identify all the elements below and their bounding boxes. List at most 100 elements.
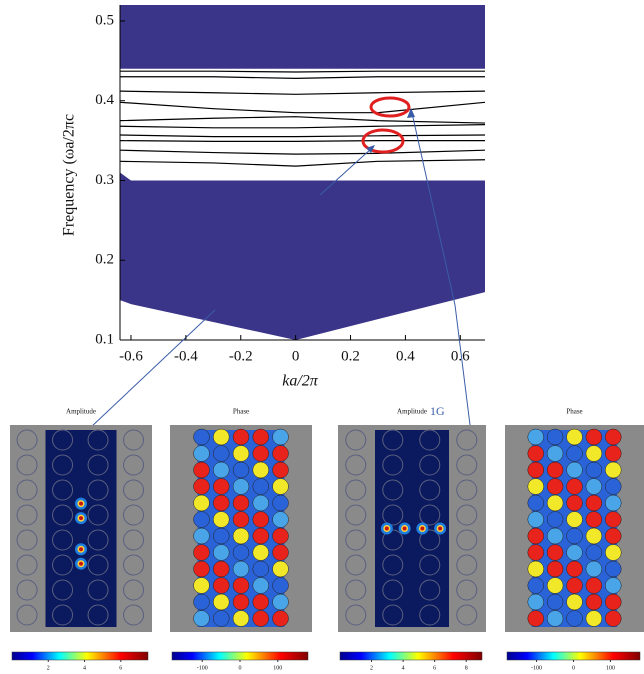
lattice-hole	[456, 529, 478, 551]
band-line	[120, 124, 485, 129]
lattice-hole	[419, 604, 441, 626]
phase-cell	[605, 577, 622, 594]
phase-cell	[252, 478, 269, 495]
phase-cell	[605, 511, 622, 528]
highlight-ring	[361, 128, 405, 154]
phase-cell	[252, 577, 269, 594]
colorbar-tick-label: 100	[606, 665, 615, 671]
phase-cell	[585, 511, 603, 528]
lattice-hole	[419, 479, 441, 501]
annotation: 1G	[430, 404, 445, 418]
field-spot	[384, 526, 389, 531]
lattice-hole	[419, 579, 441, 601]
field-spot	[402, 526, 407, 531]
phase-cell	[232, 610, 250, 627]
lattice-hole	[16, 479, 38, 501]
field-spot	[79, 501, 83, 506]
colorbar	[11, 651, 149, 661]
lattice-hole	[382, 429, 404, 451]
lattice-hole	[345, 529, 367, 551]
phase-cell	[527, 478, 544, 495]
phase-cell	[272, 593, 289, 611]
x-tick-label: 0	[292, 348, 300, 364]
lattice-hole	[16, 604, 38, 626]
phase-cell	[566, 428, 583, 446]
phase-cell	[193, 560, 210, 578]
phase-cell	[585, 560, 603, 578]
colorbar-tick-label: 6	[433, 665, 436, 671]
phase-cell	[546, 577, 564, 594]
phase-cell	[252, 445, 269, 462]
x-tick-label: 0.6	[451, 348, 470, 364]
lattice-hole	[52, 479, 74, 501]
phase-cell	[213, 511, 230, 528]
colorbar-tick-label: 8	[465, 665, 468, 671]
lattice-hole	[87, 504, 109, 526]
lattice-hole	[52, 454, 74, 476]
leader-line	[89, 309, 216, 429]
lattice-hole	[87, 479, 109, 501]
phase-cell	[605, 544, 622, 561]
phase-cell	[605, 610, 622, 627]
lattice-hole	[123, 429, 145, 451]
colorbar	[171, 651, 309, 661]
lattice-hole	[419, 454, 441, 476]
phase-cell	[546, 428, 564, 446]
lattice-hole	[419, 504, 441, 526]
band-line	[120, 76, 485, 79]
phase-cell	[213, 560, 230, 578]
phase-cell	[232, 593, 250, 611]
phase-cell	[546, 544, 564, 561]
lattice-hole	[382, 504, 404, 526]
lattice-hole	[345, 429, 367, 451]
band-line	[120, 70, 485, 73]
highlight-ring	[369, 96, 411, 118]
phase-cell	[527, 445, 544, 462]
lattice-hole	[16, 429, 38, 451]
phase-cell	[566, 511, 583, 528]
phase-cell	[272, 511, 289, 528]
lattice-hole	[52, 554, 74, 576]
lattice-hole	[345, 504, 367, 526]
lattice-hole	[419, 554, 441, 576]
phase-cell	[272, 610, 289, 627]
phase-cell	[252, 560, 269, 578]
phase-cell	[605, 428, 622, 446]
lattice-hole	[419, 429, 441, 451]
phase-cell	[272, 461, 289, 479]
phase-cell	[272, 478, 289, 495]
y-tick-label: 0.3	[95, 172, 114, 188]
phase-cell	[566, 577, 583, 594]
lattice-hole	[456, 554, 478, 576]
band-line	[120, 149, 485, 155]
lattice-hole	[52, 504, 74, 526]
lattice-hole	[419, 529, 441, 551]
phase-cell	[193, 610, 210, 627]
phase-cell	[566, 527, 583, 545]
lattice-hole	[345, 479, 367, 501]
field-spot	[420, 526, 425, 531]
lattice-hole	[52, 429, 74, 451]
phase-cell	[527, 544, 544, 561]
phase-cell	[566, 593, 583, 611]
x-axis-label: ka/2π	[282, 373, 319, 390]
lattice-hole	[382, 554, 404, 576]
phase-cell	[566, 610, 583, 627]
phase-cell	[193, 577, 210, 594]
lattice-hole	[456, 479, 478, 501]
phase-cell	[566, 494, 583, 512]
phase-cell	[585, 527, 603, 545]
panel-title: Phase	[233, 408, 249, 416]
phase-cell	[585, 494, 603, 512]
phase-cell	[193, 478, 210, 495]
phase-cell	[546, 478, 564, 495]
band-line	[120, 101, 485, 114]
lattice-hole	[382, 479, 404, 501]
colorbar-tick-label: -100	[197, 665, 208, 671]
phase-cell	[232, 428, 250, 446]
phase-cell	[232, 577, 250, 594]
lattice-hole	[345, 579, 367, 601]
phase-cell	[527, 527, 544, 545]
phase-cell	[232, 544, 250, 561]
